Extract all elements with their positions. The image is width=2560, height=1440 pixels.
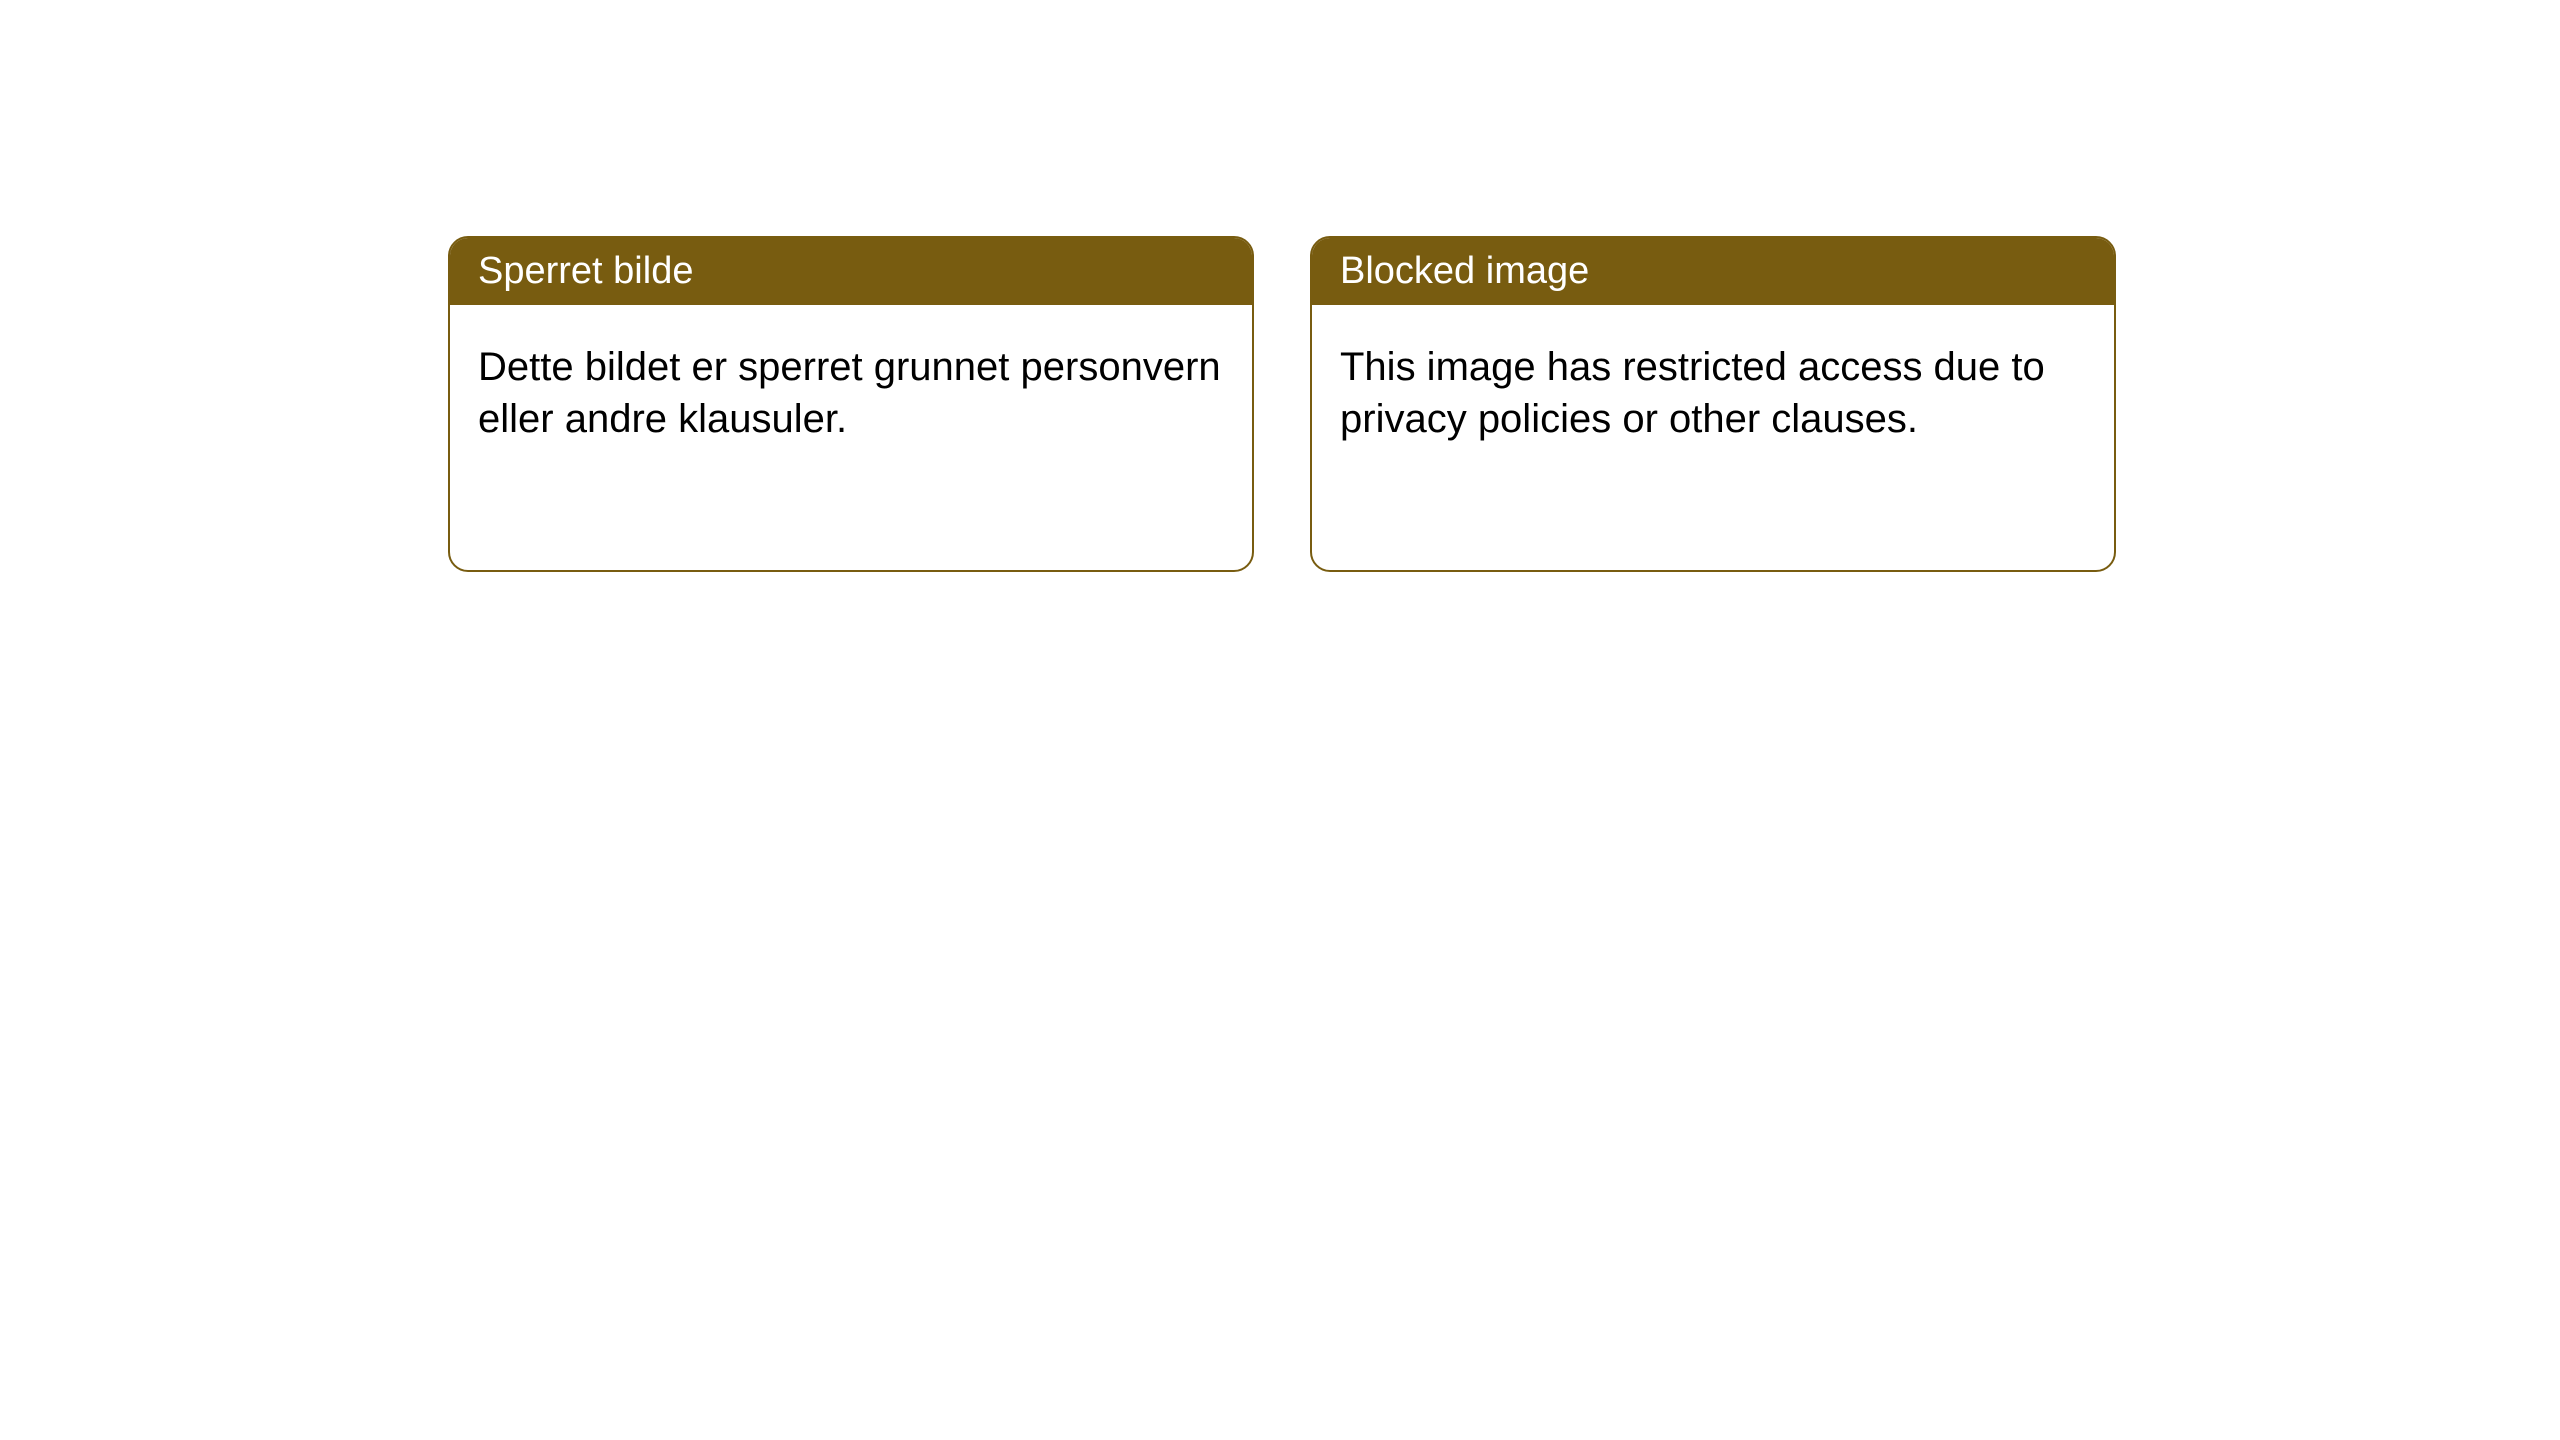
card-body-norwegian: Dette bildet er sperret grunnet personve… [450, 305, 1252, 481]
card-header-english: Blocked image [1312, 238, 2114, 305]
card-body-english: This image has restricted access due to … [1312, 305, 2114, 481]
notice-container: Sperret bilde Dette bildet er sperret gr… [0, 0, 2560, 572]
blocked-image-card-english: Blocked image This image has restricted … [1310, 236, 2116, 572]
card-header-norwegian: Sperret bilde [450, 238, 1252, 305]
blocked-image-card-norwegian: Sperret bilde Dette bildet er sperret gr… [448, 236, 1254, 572]
